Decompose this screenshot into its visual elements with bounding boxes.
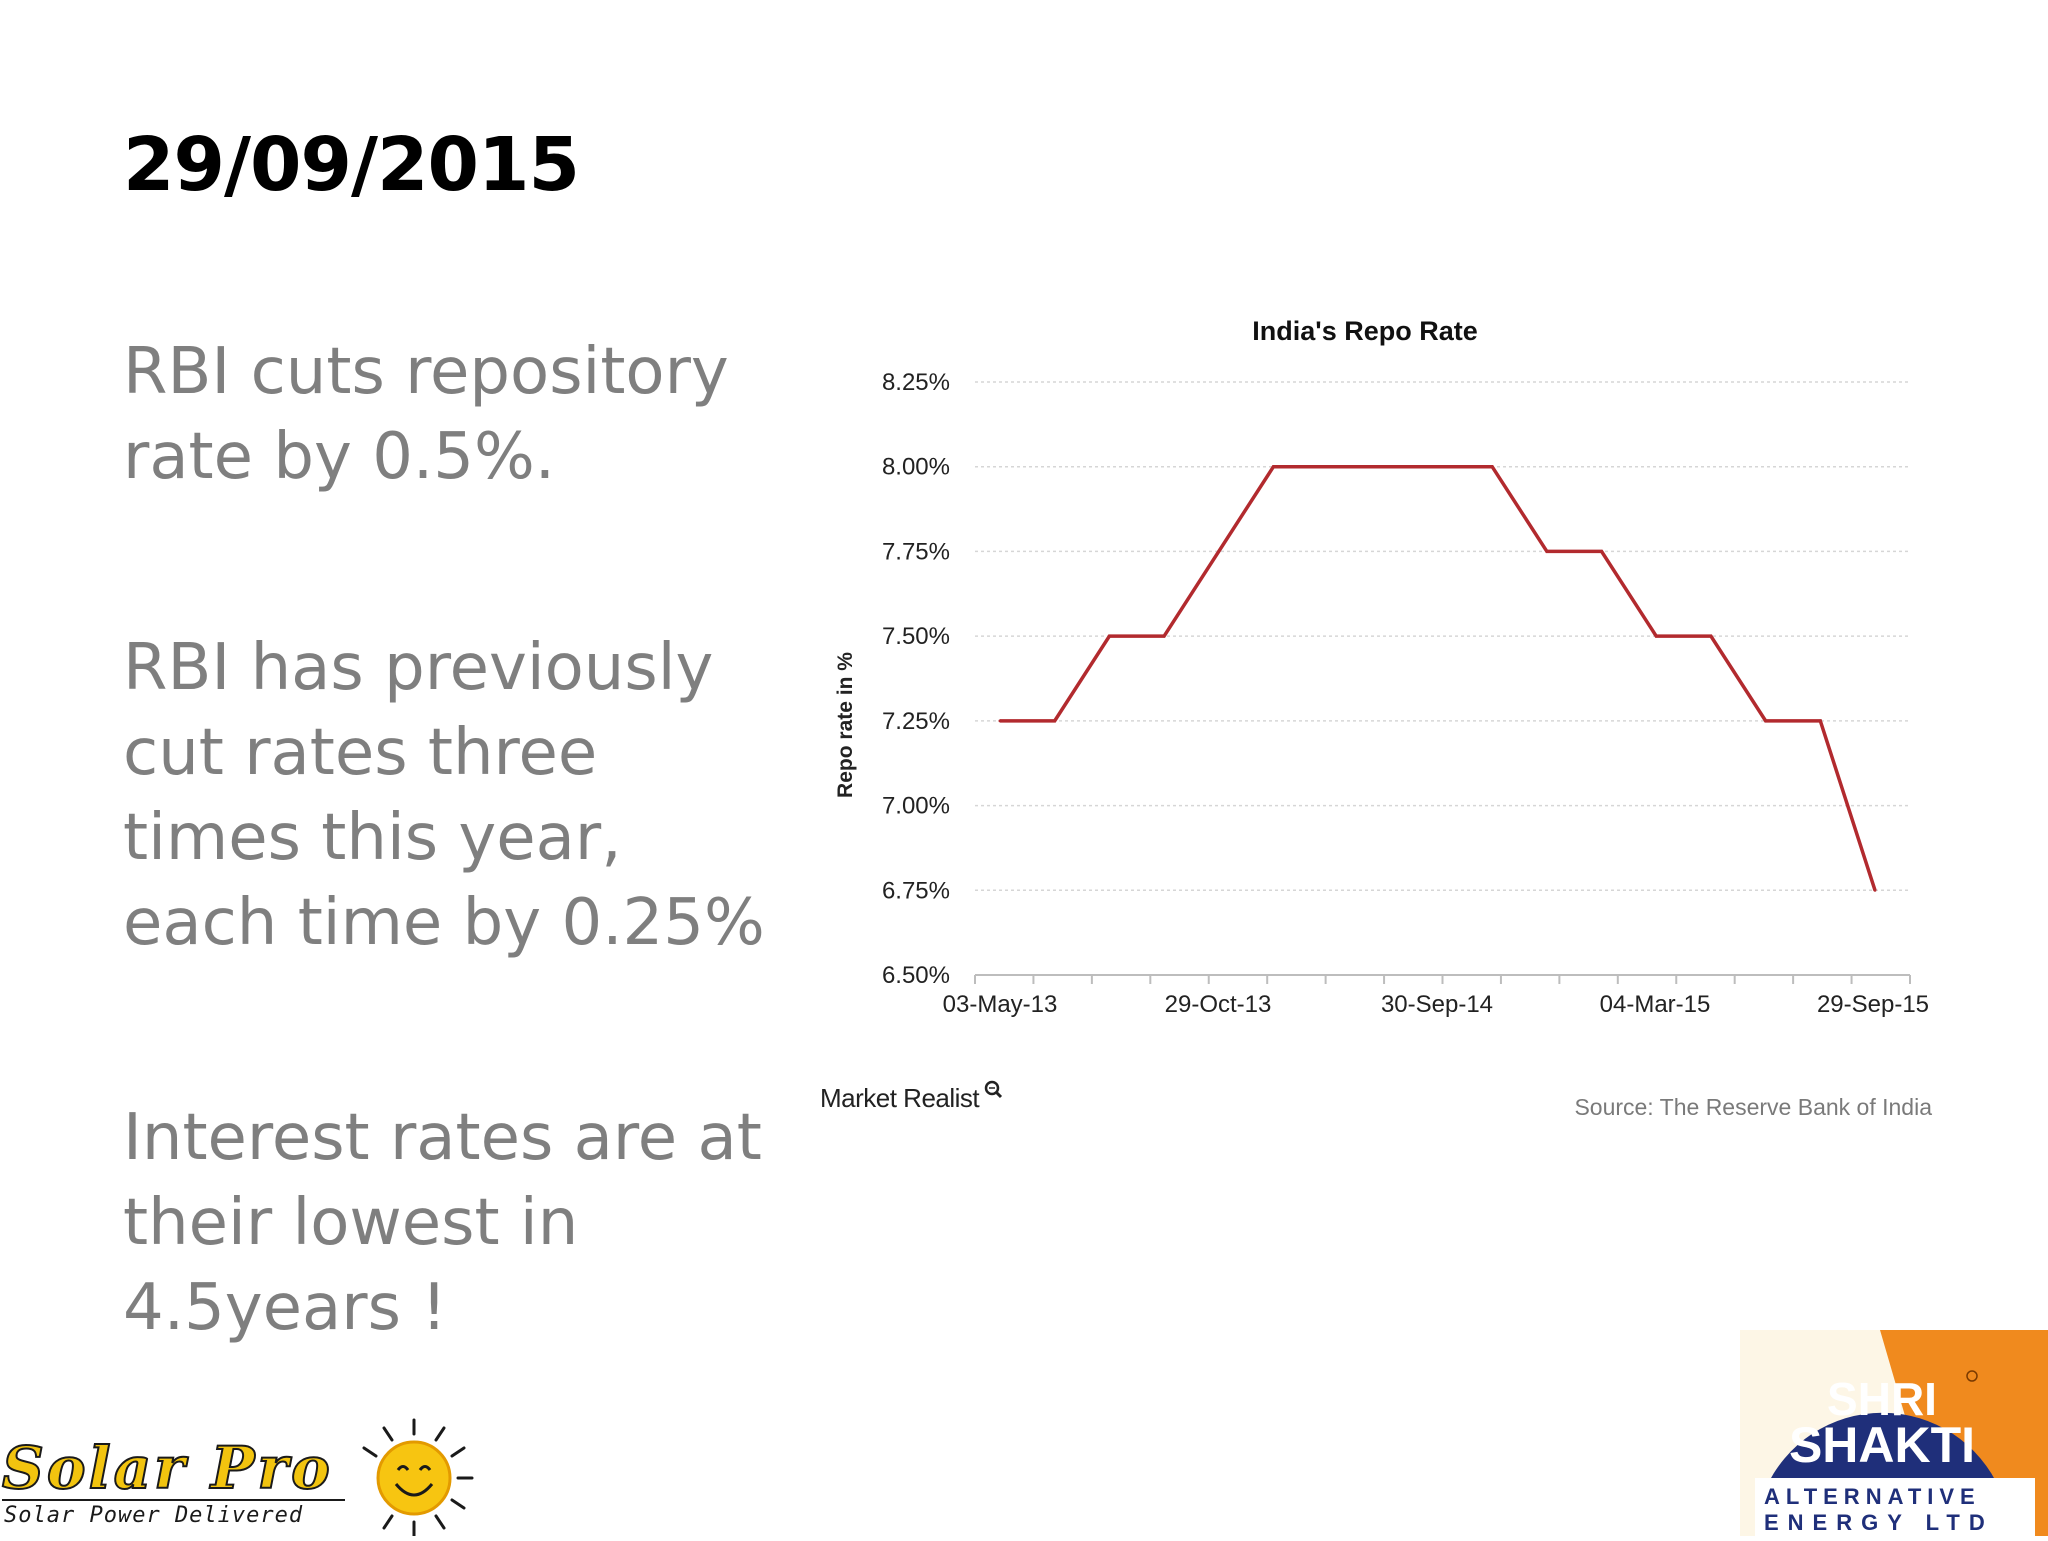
- paragraph-rate-cut: RBI cuts repository rate by 0.5%.: [123, 335, 729, 494]
- x-tick-label: 03-May-13: [943, 991, 1058, 1018]
- magnifier-icon: [984, 1080, 1003, 1099]
- data-point: [1600, 549, 1604, 553]
- data-point: [998, 719, 1002, 723]
- y-tick-label: 8.00%: [882, 454, 950, 481]
- data-point: [1271, 465, 1275, 469]
- data-point: [1764, 719, 1768, 723]
- paragraph-previous-cuts: RBI has previously cut rates three times…: [123, 631, 765, 960]
- data-point: [1326, 465, 1330, 469]
- solar-pro-wordmark: Solar Pro: [2, 1434, 333, 1502]
- brand-label: Market Realist: [820, 1083, 980, 1113]
- data-point: [1107, 634, 1111, 638]
- y-tick-label: 8.25%: [882, 369, 950, 396]
- x-tick-label: 29-Oct-13: [1165, 991, 1272, 1018]
- data-point: [1545, 549, 1549, 553]
- shakti-line1: SHRI: [1827, 1373, 1937, 1425]
- paragraph-lowest-rates: Interest rates are at their lowest in 4.…: [123, 1101, 762, 1345]
- data-point: [1654, 634, 1658, 638]
- shakti-line3: ALTERNATIVE: [1764, 1484, 1981, 1509]
- data-point: [1709, 634, 1713, 638]
- x-tick-label: 04-Mar-15: [1600, 991, 1711, 1018]
- shakti-line2: SHAKTI: [1789, 1417, 1975, 1473]
- smiling-sun-icon: [362, 1418, 474, 1538]
- solar-pro-tagline: Solar Power Delivered: [4, 1503, 303, 1528]
- x-tick-label: 30-Sep-14: [1381, 991, 1493, 1018]
- y-tick-label: 7.25%: [882, 708, 950, 735]
- solar-pro-logo: Solar Pro Solar Power Delivered: [0, 1410, 480, 1538]
- y-tick-label: 7.00%: [882, 793, 950, 820]
- data-point: [1873, 888, 1877, 892]
- data-point: [1381, 465, 1385, 469]
- y-tick-label: 6.75%: [882, 877, 950, 904]
- y-tick-label: 7.75%: [882, 538, 950, 565]
- shakti-line4: ENERGY LTD: [1764, 1510, 1994, 1535]
- chart-title: India's Repo Rate: [1252, 316, 1477, 346]
- data-point: [1436, 465, 1439, 469]
- source-label: Source: The Reserve Bank of India: [1574, 1094, 1932, 1120]
- data-point: [1162, 634, 1166, 638]
- data-point: [1053, 719, 1057, 723]
- shri-shakti-logo: SHRI SHAKTI ALTERNATIVE ENERGY LTD: [1740, 1330, 2048, 1536]
- slide-title: 29/09/2015: [123, 122, 580, 208]
- repo-rate-chart: India's Repo Rate Repo rate in % 6.50% 6.…: [800, 310, 1980, 1130]
- repo-rate-line: [1000, 464, 1877, 891]
- y-tick-label: 6.50%: [882, 962, 950, 989]
- data-point: [1217, 549, 1221, 553]
- data-point: [1818, 719, 1822, 723]
- y-tick-label: 7.50%: [882, 623, 950, 650]
- data-point: [1490, 465, 1494, 469]
- y-axis-label: Repo rate in %: [834, 652, 857, 798]
- x-tick-label: 29-Sep-15: [1817, 991, 1929, 1018]
